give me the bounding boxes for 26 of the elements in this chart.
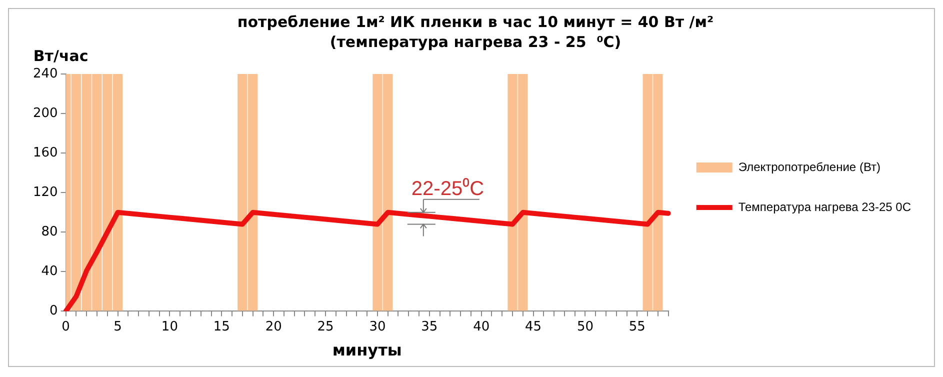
x-tick-label: 50	[576, 319, 594, 334]
x-tick-label: 20	[265, 319, 282, 334]
x-tick-label: 10	[161, 319, 178, 334]
y-tick-label: 40	[41, 264, 58, 280]
x-tick-label: 5	[114, 319, 122, 334]
x-tick-label: 0	[62, 319, 70, 334]
x-tick-label: 15	[213, 319, 230, 334]
legend-label: Электропотребление (Вт)	[738, 160, 881, 174]
y-tick-label: 120	[32, 184, 58, 200]
annotation: 22-25⁰C	[411, 176, 484, 200]
x-tick-label: 25	[317, 319, 334, 334]
x-tick-label: 45	[525, 319, 542, 334]
x-axis-title: минуты	[332, 340, 402, 360]
chart-subtitle: (температура нагрева 23 - 25 ⁰С)	[330, 32, 622, 51]
y-tick-label: 240	[32, 66, 58, 82]
y-tick-label: 0	[50, 304, 58, 319]
y-tick-label: 80	[41, 224, 58, 240]
y-axis-title: Вт/час	[33, 46, 88, 65]
x-tick-label: 30	[369, 319, 386, 334]
x-tick-label: 55	[628, 319, 646, 334]
y-tick-label: 160	[32, 145, 58, 160]
x-tick-label: 40	[473, 319, 490, 334]
x-tick-label: 35	[421, 319, 438, 334]
chart-title: потребление 1м² ИК пленки в час 10 минут = 40 Вт /м²	[237, 12, 714, 31]
y-tick-label: 200	[32, 106, 58, 121]
legend-label: Температура нагрева 23-25 0С	[738, 200, 912, 214]
